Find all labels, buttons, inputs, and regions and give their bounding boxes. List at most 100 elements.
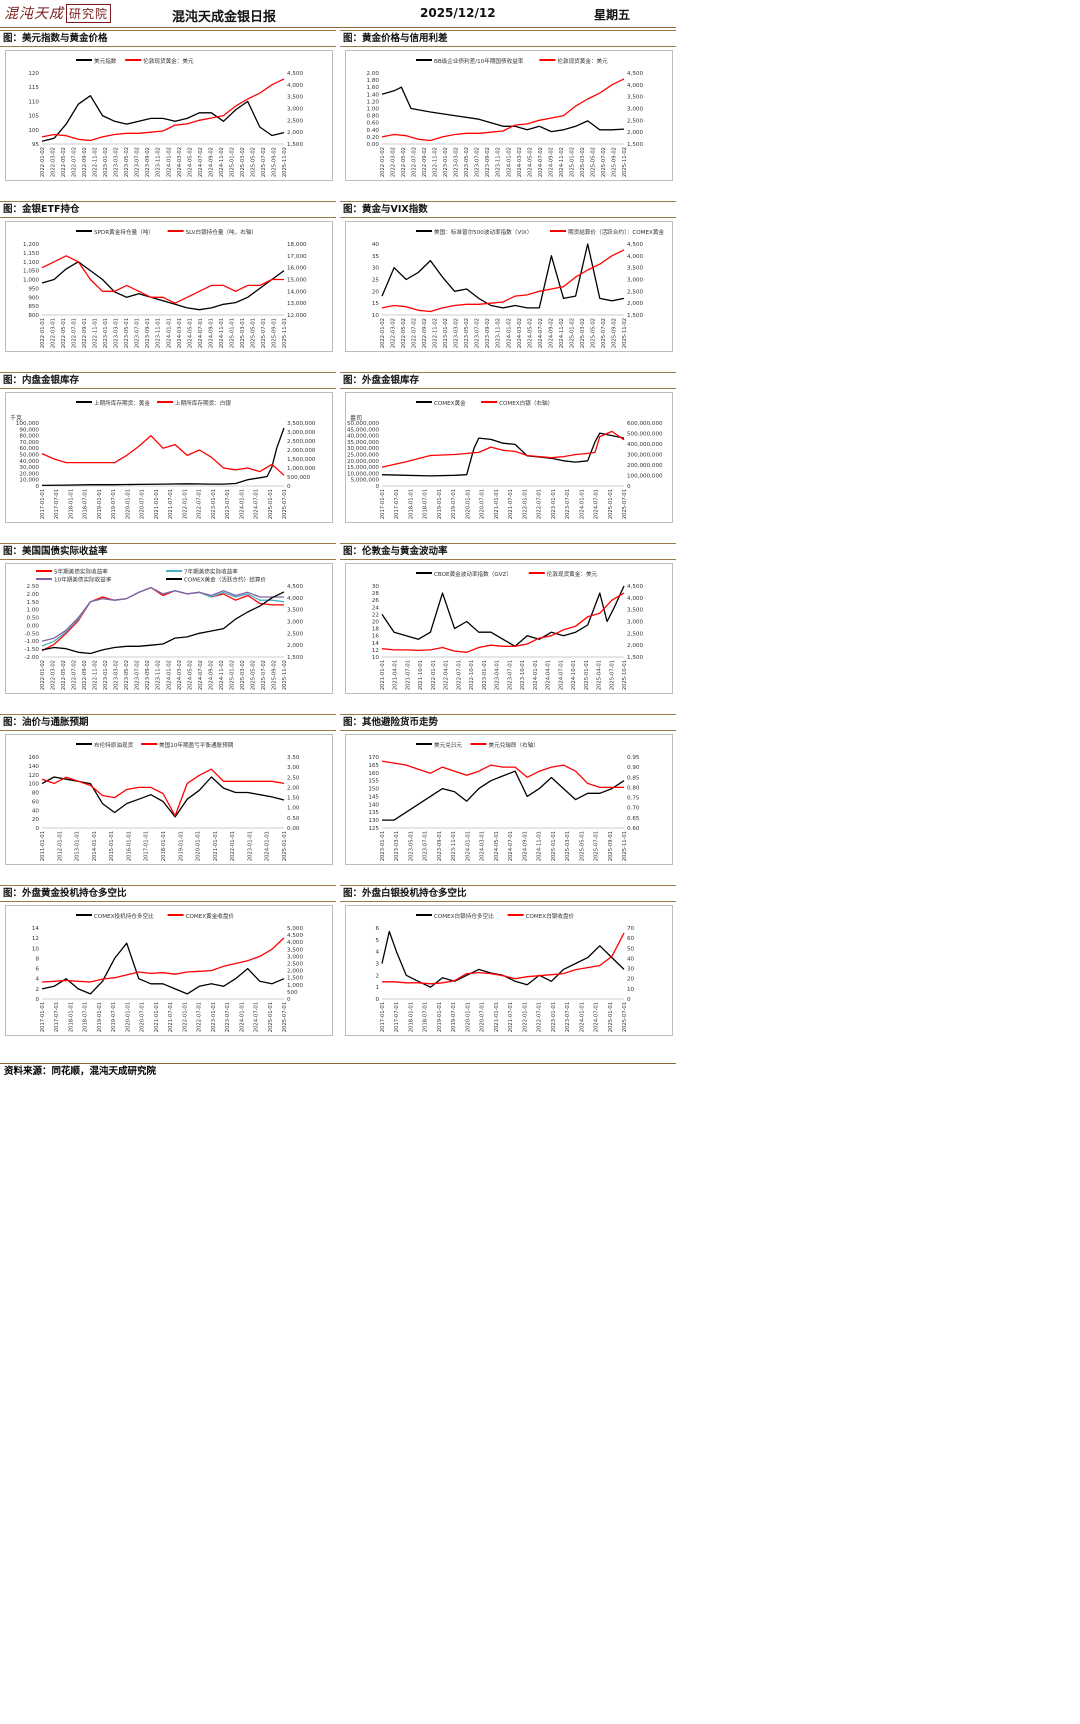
x-tick-label: 2025-01-01 [282, 831, 288, 861]
x-tick-label: 2025-07-01 [609, 660, 615, 690]
y-left-tick-label: 14 [32, 926, 40, 932]
y-right-tick-label: 100,000,000 [627, 474, 663, 480]
x-tick-label: 2022-05-01 [61, 318, 67, 348]
x-tick-label: 2024-01-01 [239, 489, 245, 519]
y-left-tick-label: 35 [372, 254, 380, 260]
chart-gold-positioning: COMEX投机持仓多空比 COMEX黄金收盘价0246810121405001,0… [32, 912, 304, 1032]
x-tick-label: 2023-09-02 [145, 660, 151, 690]
series-line-ff0000 [382, 932, 625, 985]
x-tick-label: 2024-11-02 [219, 147, 225, 177]
x-tick-label: 2022-01-01 [40, 318, 46, 348]
x-tick-label: 2025-01-02 [569, 147, 575, 177]
x-tick-label: 2023-03-02 [454, 147, 460, 177]
x-tick-label: 2025-07-02 [601, 318, 607, 348]
x-tick-label: 2025-07-01 [622, 489, 628, 519]
y-right-tick-label: 4,500 [287, 584, 303, 590]
y-left-tick-label: 12 [372, 648, 379, 654]
y-left-tick-label: 135 [368, 810, 379, 816]
x-tick-label: 2022-01-01 [522, 489, 528, 519]
y-left-tick-label: 1.00 [367, 107, 380, 113]
x-tick-label: 2022-07-01 [537, 1002, 543, 1032]
x-tick-label: 2024-07-02 [198, 660, 204, 690]
y-left-tick-label: -1.00 [25, 639, 40, 645]
x-tick-label: 2024-05-02 [527, 318, 533, 348]
x-tick-label: 2021-04-01 [393, 660, 399, 690]
report-date: 2025/12/12 [420, 6, 496, 20]
x-tick-label: 2020-01-01 [465, 489, 471, 519]
y-left-tick-label: 6 [35, 967, 39, 973]
x-tick-label: 2022-05-02 [61, 660, 67, 690]
y-left-tick-label: 3 [375, 962, 379, 968]
y-right-tick-label: 20 [627, 977, 635, 983]
y-right-tick-label: 2.50 [287, 775, 300, 781]
y-right-tick-label: 1.50 [287, 796, 300, 802]
x-tick-label: 2024-07-01 [594, 489, 600, 519]
y-right-tick-label: 500 [287, 990, 298, 996]
y-left-tick-label: 140 [368, 802, 379, 808]
x-tick-label: 2023-07-01 [507, 660, 513, 690]
panel-silver-positioning: 图：外盘白银投机持仓多空比 COMEX白银持仓多空比 COMEX白银收盘价 0 1 2 3… [340, 885, 676, 1038]
x-tick-label: 2023-03-01 [394, 831, 400, 861]
y-right-tick-label: 4,500 [627, 242, 643, 248]
legend-label: 5年期美债实际收益率 [54, 568, 108, 576]
y-right-tick-label: 2,500,000 [287, 439, 316, 445]
x-tick-label: 2025-09-02 [271, 660, 277, 690]
x-tick-label: 2023-01-01 [482, 660, 488, 690]
x-tick-label: 2025-01-01 [551, 831, 557, 861]
x-tick-label: 2018-07-01 [83, 489, 89, 519]
series-line-000000 [381, 930, 625, 988]
chart-frame: 上期所库存期货：黄金 上期所库存期货：白银 千克 0 10,000 20,000 30,00… [5, 392, 333, 523]
x-tick-label: 2020-01-01 [125, 489, 131, 519]
x-tick-label: 2025-01-01 [608, 489, 614, 519]
series-line-000000 [382, 770, 625, 821]
y-left-tick-label: 1.80 [367, 78, 380, 84]
y-left-tick-label: 80 [32, 791, 40, 797]
y-left-tick-label: 0 [35, 997, 39, 1003]
y-left-tick-label: 14 [372, 641, 380, 647]
x-tick-label: 2013-01-01 [75, 831, 81, 861]
y-left-tick-label: 40,000 [19, 459, 39, 465]
series-line-ff0000 [41, 78, 285, 142]
x-tick-label: 2021-07-01 [168, 489, 174, 519]
legend-label: 美元指数 [94, 57, 117, 65]
x-tick-label: 2022-09-01 [82, 318, 88, 348]
x-tick-label: 2015-01-01 [109, 831, 115, 861]
panel-title: 图：其他避险货币走势 [340, 714, 676, 731]
x-tick-label: 2024-10-01 [571, 660, 577, 690]
y-right-tick-label: 4,500 [287, 71, 303, 77]
y-left-tick-label: 10 [372, 313, 380, 319]
y-left-tick-label: 0 [35, 484, 39, 490]
x-tick-label: 2025-05-02 [590, 147, 596, 177]
y-left-tick-label: 50,000 [19, 453, 39, 459]
y-right-tick-label: 16,000 [287, 266, 307, 272]
x-tick-label: 2019-01-01 [97, 489, 103, 519]
legend-label: COMEX黄金（活跃合约）结算价 [184, 576, 266, 584]
x-tick-label: 2025-04-01 [597, 660, 603, 690]
panel-title: 图：伦敦金与黄金波动率 [340, 543, 676, 560]
y-left-tick-label: 15 [372, 301, 380, 307]
x-tick-label: 2024-09-02 [548, 147, 554, 177]
y-left-tick-label: 1,150 [23, 251, 39, 257]
x-tick-label: 2023-03-02 [114, 660, 120, 690]
y-left-tick-label: 100,000 [16, 421, 40, 427]
panel-usd-gold: 图：美元指数与黄金价格 美元指数 伦敦现货黄金：美元 95 100 105 110 115 1… [0, 30, 336, 183]
x-tick-label: 2019-07-01 [451, 489, 457, 519]
panel-shfe-inventory: 图：内盘金银库存 上期所库存期货：黄金 上期所库存期货：白银 千克 0 10,000 20… [0, 372, 336, 525]
x-tick-label: 2022-01-02 [40, 660, 46, 690]
y-left-tick-label: 35,000,000 [347, 440, 379, 446]
chart-comex-inventory: COMEX黄金 COMEX白银（右轴）盎司05,000,00010,000,000… [347, 399, 663, 519]
legend-label: 上期所库存期货：黄金 [94, 399, 150, 407]
legend-label: SLV白银持仓量（吨，右轴） [186, 228, 257, 236]
legend-label: 7年期美债实际收益率 [184, 568, 238, 576]
x-tick-label: 2022-03-02 [391, 318, 397, 348]
x-tick-label: 2025-11-02 [282, 660, 288, 690]
series-line-000000 [381, 585, 625, 647]
x-tick-label: 2024-01-01 [265, 831, 271, 861]
x-tick-label: 2022-07-02 [72, 147, 78, 177]
x-tick-label: 2024-07-01 [254, 489, 260, 519]
y-right-tick-label: 1,500 [287, 142, 303, 148]
x-tick-label: 2023-01-01 [380, 831, 386, 861]
y-right-tick-label: 4,000 [627, 254, 643, 260]
y-right-tick-label: 4,500 [287, 933, 303, 939]
panel-etf-holdings: 图：金银ETF持仓 SPDR黄金持仓量（吨） SLV白银持仓量（吨，右轴） 800 8… [0, 201, 336, 354]
